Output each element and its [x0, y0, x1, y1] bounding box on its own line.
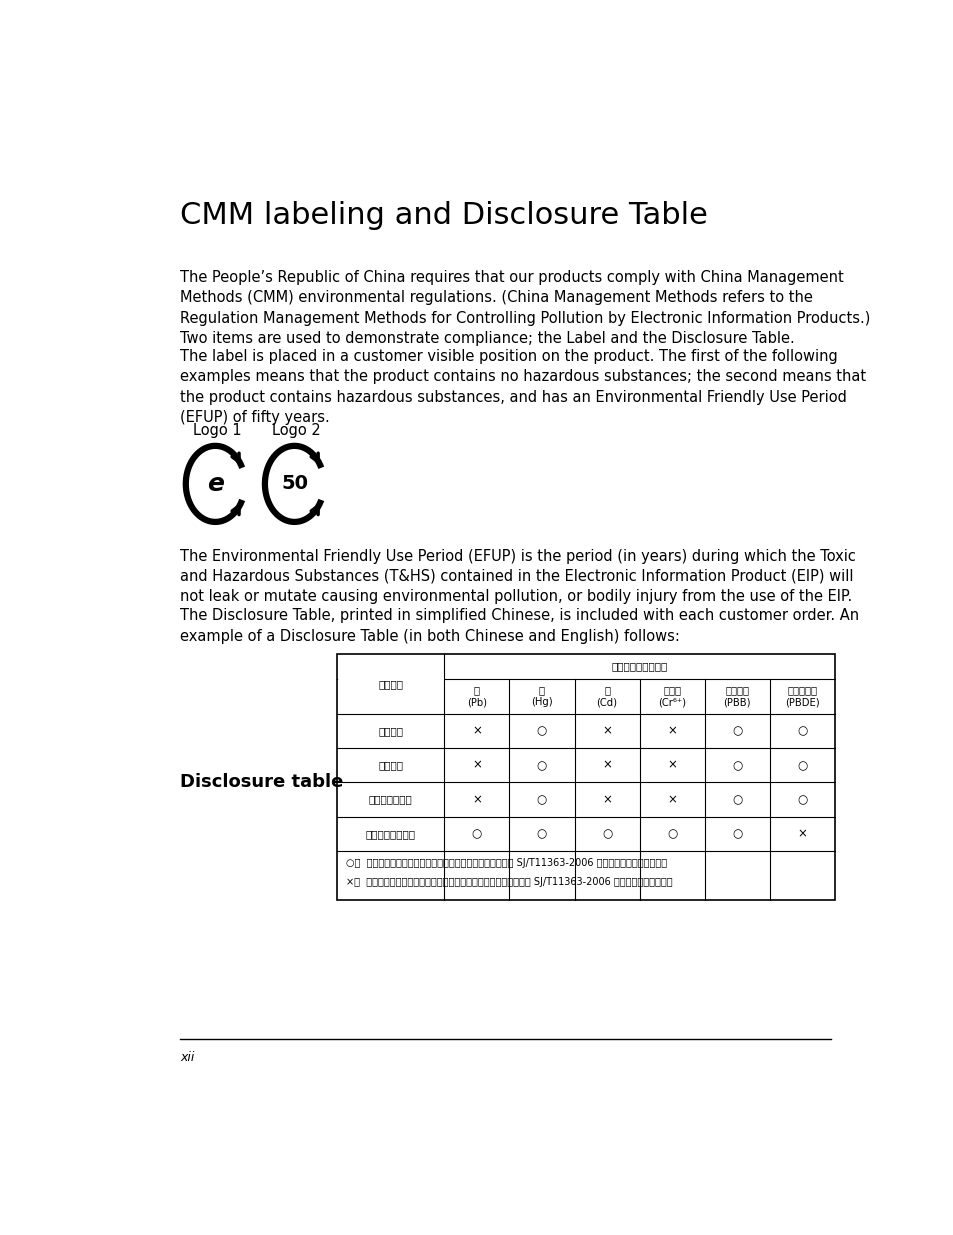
- Text: 六价钓
(Cr⁶⁺): 六价钓 (Cr⁶⁺): [658, 685, 685, 708]
- Text: Logo 1: Logo 1: [193, 424, 241, 438]
- Text: ×: ×: [472, 793, 481, 806]
- Text: ○: ○: [797, 725, 806, 737]
- Text: ○: ○: [797, 793, 806, 806]
- Text: 电缆及电缆组件: 电缆及电缆组件: [369, 794, 413, 804]
- Text: 部件名称: 部件名称: [378, 679, 403, 689]
- Text: ○: ○: [731, 725, 741, 737]
- Text: 50: 50: [281, 474, 308, 494]
- Text: ×: ×: [797, 827, 806, 840]
- Text: ×: ×: [666, 758, 677, 772]
- Text: 多渴二芯醚
(PBDE): 多渴二芯醚 (PBDE): [784, 685, 819, 708]
- Text: ○: ○: [537, 725, 546, 737]
- Text: ×: ×: [666, 725, 677, 737]
- Text: The label is placed in a customer visible position on the product. The first of : The label is placed in a customer visibl…: [180, 348, 865, 425]
- Text: The Environmental Friendly Use Period (EFUP) is the period (in years) during whi: The Environmental Friendly Use Period (E…: [180, 548, 855, 604]
- Text: 多渴联芯
(PBB): 多渴联芯 (PBB): [722, 685, 750, 708]
- Text: ○: ○: [537, 758, 546, 772]
- Text: ×: ×: [601, 758, 612, 772]
- Text: 馓
(Pb): 馓 (Pb): [466, 685, 486, 708]
- Text: ○: ○: [731, 793, 741, 806]
- Text: Logo 2: Logo 2: [272, 424, 321, 438]
- Text: The People’s Republic of China requires that our products comply with China Mana: The People’s Republic of China requires …: [180, 270, 869, 346]
- Text: 金属部件: 金属部件: [378, 726, 403, 736]
- Text: ○: ○: [797, 758, 806, 772]
- Text: ○: ○: [537, 793, 546, 806]
- Text: ×: ×: [472, 758, 481, 772]
- Text: 电路模块: 电路模块: [378, 761, 403, 771]
- Text: 汞
(Hg): 汞 (Hg): [531, 685, 552, 708]
- Text: ×：  表示该有毒有害物质至少在该部件的某一均质材料中的含量超出 SJ/T11363-2006 标准规定的限量要求。: ×： 表示该有毒有害物质至少在该部件的某一均质材料中的含量超出 SJ/T1136…: [346, 877, 672, 887]
- Text: 鸑
(Cd): 鸑 (Cd): [596, 685, 617, 708]
- Text: ×: ×: [601, 725, 612, 737]
- Text: xii: xii: [180, 1051, 194, 1063]
- Text: ○: ○: [601, 827, 612, 840]
- Text: e: e: [207, 472, 224, 496]
- Text: ×: ×: [666, 793, 677, 806]
- Text: 有毒有害物质或元素: 有毒有害物质或元素: [611, 662, 667, 672]
- Text: CMM labeling and Disclosure Table: CMM labeling and Disclosure Table: [180, 200, 707, 230]
- Text: ×: ×: [601, 793, 612, 806]
- Text: ×: ×: [472, 725, 481, 737]
- Text: ○: ○: [731, 758, 741, 772]
- Text: ○：  表示该有毒有害物质在该部件所有均质材料中的含量均在 SJ/T11363-2006 标准规定的限量要求以下。: ○： 表示该有毒有害物质在该部件所有均质材料中的含量均在 SJ/T11363-2…: [346, 857, 667, 868]
- Text: ○: ○: [472, 827, 481, 840]
- Text: ○: ○: [731, 827, 741, 840]
- Text: The Disclosure Table, printed in simplified Chinese, is included with each custo: The Disclosure Table, printed in simplif…: [180, 609, 858, 643]
- Text: ○: ○: [666, 827, 677, 840]
- Text: Disclosure table: Disclosure table: [180, 773, 343, 792]
- Text: ○: ○: [537, 827, 546, 840]
- Text: 塑料和聚合物部件: 塑料和聚合物部件: [365, 829, 416, 839]
